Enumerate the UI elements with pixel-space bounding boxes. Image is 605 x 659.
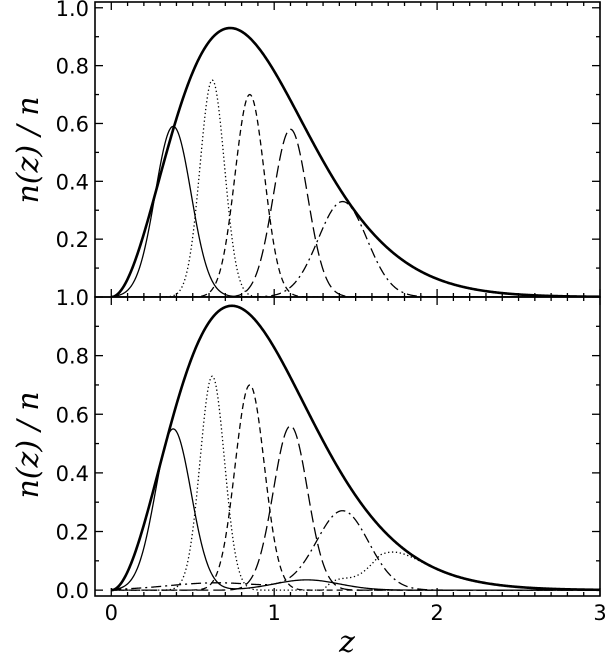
bottom-panel: 0 1 2 3 0.0 0.2 0.4 0.6 0.8 1.0 [56, 286, 605, 625]
y-tick-label: 0.2 [56, 521, 89, 545]
y-tick-label: 0.8 [56, 55, 89, 79]
top-y-axis-label: n(z) / n [11, 96, 46, 203]
top-series-dotted-2 [111, 79, 600, 297]
top-curves [110, 26, 600, 297]
bottom-axes-frame [94, 296, 601, 597]
y-tick-label: 0.2 [56, 228, 89, 252]
bottom-series-dash-dot-5 [111, 510, 600, 591]
x-tick-label: 1 [268, 601, 281, 625]
bottom-series-short-dash-3 [111, 384, 600, 591]
y-tick-label: 0.4 [56, 462, 89, 486]
y-tick-label: 0.4 [56, 170, 89, 194]
top-series-solid-1 [111, 125, 600, 297]
y-tick-label: 0.6 [56, 403, 89, 427]
y-tick-label: 0.8 [56, 345, 89, 369]
y-tick-label: 0.6 [56, 112, 89, 136]
y-tick-label: 1.0 [56, 0, 89, 21]
x-axis-label: z [338, 625, 355, 659]
x-tick-label: 0 [105, 601, 118, 625]
bottom-y-axis-label: n(z) / n [11, 391, 46, 498]
bottom-curves [110, 304, 600, 592]
x-tick-label: 2 [430, 601, 443, 625]
top-series-thick-solid-0 [110, 26, 600, 297]
top-series-dash-dot-5 [111, 200, 600, 297]
bottom-series-dotted-2 [111, 375, 600, 591]
x-tick-label: 3 [593, 601, 605, 625]
bottom-series-long-dash-4 [111, 425, 600, 591]
top-series-short-dash-3 [111, 93, 600, 297]
y-tick-label: 0.0 [56, 579, 89, 603]
bottom-series-solid-1 [111, 428, 600, 591]
y-tick-label: 1.0 [56, 286, 89, 310]
top-panel: 0.2 0.4 0.6 0.8 1.0 [56, 0, 601, 298]
bottom-series-thick-solid-0 [110, 304, 600, 592]
top-axes-frame [94, 1, 601, 298]
